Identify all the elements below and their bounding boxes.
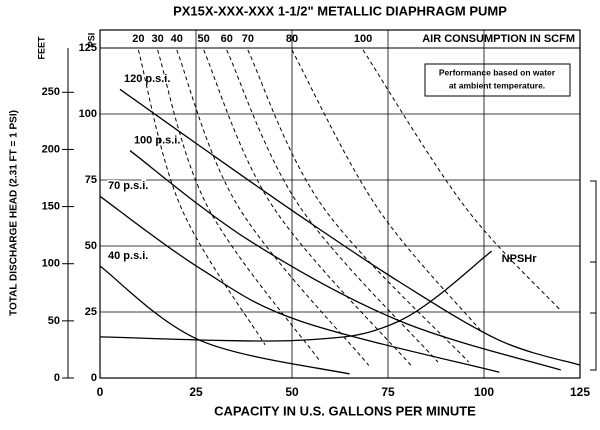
- y2-tick-label: 0: [91, 372, 97, 384]
- air-consumption-line: [291, 49, 481, 331]
- top-axis-label: 50: [198, 33, 210, 45]
- air-consumption-line: [247, 49, 470, 363]
- top-axis-label: 40: [171, 33, 183, 45]
- curve-label: NPSHr: [502, 253, 538, 265]
- y2-tick-label: 75: [85, 174, 97, 186]
- top-axis-label: 60: [221, 33, 233, 45]
- air-consumption-line: [157, 49, 320, 361]
- curve-label: 100 p.s.i.: [134, 134, 180, 146]
- top-axis-label: 70: [242, 33, 254, 45]
- y2-tick-label: 50: [85, 240, 97, 252]
- y2-tick-label: 25: [85, 306, 97, 318]
- performance-curve: [129, 150, 561, 371]
- curve-label: 70 p.s.i.: [108, 180, 148, 192]
- x-tick-label: 125: [570, 385, 590, 399]
- y-tick-label: 0: [54, 372, 60, 384]
- performance-curve: [99, 195, 500, 373]
- y-unit: FEET: [36, 36, 46, 60]
- y2-tick-label: 125: [79, 42, 97, 54]
- curve-label: 120 p.s.i.: [124, 73, 170, 85]
- right-bracket: [590, 180, 597, 371]
- top-axis-label: 20: [132, 33, 144, 45]
- y2-unit: PSI: [86, 33, 96, 48]
- x-tick-label: 0: [97, 385, 104, 399]
- x-tick-label: 25: [189, 385, 203, 399]
- top-axis-label: 100: [354, 33, 372, 45]
- curve-label: 40 p.s.i.: [108, 250, 148, 262]
- x-tick-label: 100: [474, 385, 494, 399]
- top-axis-label: 30: [151, 33, 163, 45]
- y-tick-label: 150: [42, 200, 60, 212]
- air-consumption-line: [176, 49, 370, 366]
- x-tick-label: 50: [285, 385, 299, 399]
- y-tick-label: 250: [42, 86, 60, 98]
- air-consumption-line: [226, 49, 439, 363]
- air-consumption-line: [203, 49, 412, 366]
- annotation: at ambient temperature.: [449, 80, 545, 90]
- plot-frame: [99, 29, 581, 379]
- performance-curve: [99, 265, 350, 375]
- air-consumption-line: [137, 49, 266, 346]
- y2-tick-label: 100: [79, 108, 97, 120]
- chart-title: PX15X-XXX-XXX 1-1/2" METALLIC DIAPHRAGM …: [173, 3, 507, 18]
- top-axis-label: 80: [286, 33, 298, 45]
- annotation: Performance based on water: [439, 67, 556, 77]
- performance-curve: [119, 88, 581, 366]
- y-tick-label: 100: [42, 258, 60, 270]
- top-axis-label: AIR CONSUMPTION IN SCFM: [422, 33, 575, 45]
- annotation-box: [424, 63, 571, 97]
- performance-curve: [99, 250, 493, 342]
- x-tick-label: 75: [381, 385, 395, 399]
- y-axis-label: TOTAL DISCHARGE HEAD (2.31 FT = 1 PSI): [9, 110, 20, 316]
- x-axis-label: CAPACITY IN U.S. GALLONS PER MINUTE: [214, 403, 476, 418]
- y-tick-label: 50: [48, 315, 60, 327]
- y-tick-label: 200: [42, 143, 60, 155]
